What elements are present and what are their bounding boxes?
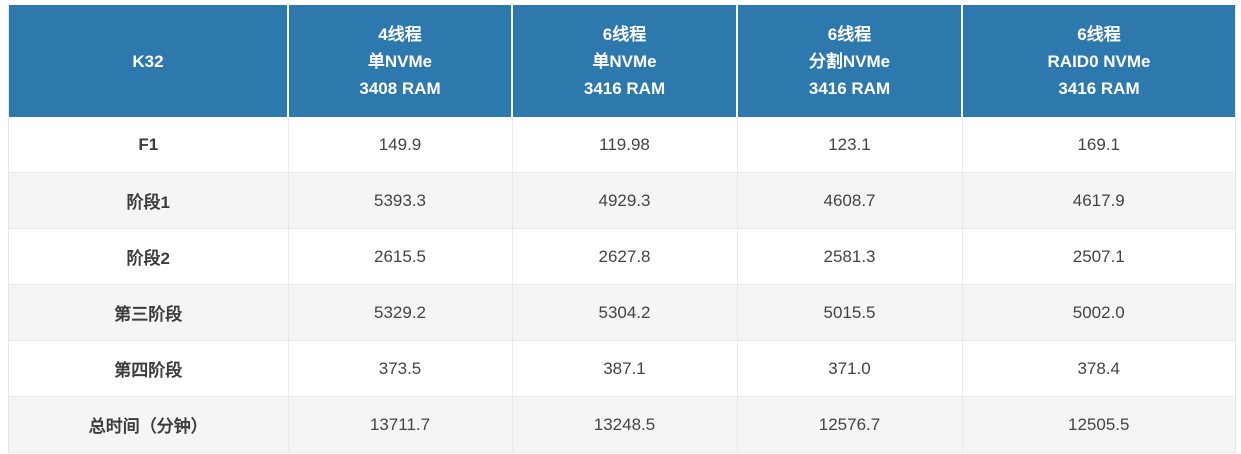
- value-cell: 123.1: [736, 117, 962, 173]
- row-label: 阶段1: [9, 172, 288, 229]
- table-header: K32 4线程 单NVMe 3408 RAM 6线程 单NVMe 3416 RA…: [9, 5, 1235, 117]
- value-cell: 5015.5: [736, 284, 962, 341]
- value-cell: 4929.3: [511, 172, 737, 229]
- value-cell: 2615.5: [287, 228, 512, 285]
- value-cell: 4617.9: [961, 172, 1235, 229]
- table-row-phase1: 阶段1 5393.3 4929.3 4608.7 4617.9: [9, 172, 1235, 229]
- value-cell: 5002.0: [961, 284, 1235, 341]
- table-row-phase2: 阶段2 2615.5 2627.8 2581.3 2507.1: [9, 228, 1235, 285]
- table-body: F1 149.9 119.98 123.1 169.1 阶段1 5393.3 4…: [9, 117, 1235, 452]
- table-row-total-time: 总时间（分钟） 13711.7 13248.5 12576.7 12505.5: [9, 396, 1235, 452]
- value-cell: 119.98: [511, 117, 737, 173]
- table-row-f1: F1 149.9 119.98 123.1 169.1: [9, 117, 1235, 173]
- value-cell: 13711.7: [287, 396, 512, 452]
- value-cell: 12505.5: [961, 396, 1235, 452]
- table-row-phase3: 第三阶段 5329.2 5304.2 5015.5 5002.0: [9, 284, 1235, 341]
- row-label: 第四阶段: [9, 340, 288, 397]
- value-cell: 373.5: [287, 340, 512, 397]
- value-cell: 13248.5: [511, 396, 737, 452]
- value-cell: 4608.7: [736, 172, 962, 229]
- value-cell: 169.1: [961, 117, 1235, 173]
- column-header-6t-single-nvme: 6线程 单NVMe 3416 RAM: [511, 5, 737, 117]
- value-cell: 5304.2: [511, 284, 737, 341]
- value-cell: 2507.1: [961, 228, 1235, 285]
- row-label: 阶段2: [9, 228, 288, 285]
- value-cell: 371.0: [736, 340, 962, 397]
- row-label: 第三阶段: [9, 284, 288, 341]
- value-cell: 149.9: [287, 117, 512, 173]
- column-header-6t-raid0-nvme: 6线程 RAID0 NVMe 3416 RAM: [961, 5, 1235, 117]
- value-cell: 378.4: [961, 340, 1235, 397]
- value-cell: 387.1: [511, 340, 737, 397]
- header-row: K32 4线程 单NVMe 3408 RAM 6线程 单NVMe 3416 RA…: [9, 5, 1235, 117]
- value-cell: 2581.3: [736, 228, 962, 285]
- value-cell: 12576.7: [736, 396, 962, 452]
- value-cell: 5393.3: [287, 172, 512, 229]
- k32-timing-table-container: K32 4线程 单NVMe 3408 RAM 6线程 单NVMe 3416 RA…: [8, 5, 1236, 453]
- row-label: 总时间（分钟）: [9, 396, 288, 452]
- table-row-phase4: 第四阶段 373.5 387.1 371.0 378.4: [9, 340, 1235, 397]
- corner-header-k32: K32: [9, 5, 288, 117]
- value-cell: 5329.2: [287, 284, 512, 341]
- column-header-6t-split-nvme: 6线程 分割NVMe 3416 RAM: [736, 5, 962, 117]
- row-label: F1: [9, 117, 288, 173]
- k32-timing-table: K32 4线程 单NVMe 3408 RAM 6线程 单NVMe 3416 RA…: [9, 5, 1235, 452]
- value-cell: 2627.8: [511, 228, 737, 285]
- column-header-4t-single-nvme: 4线程 单NVMe 3408 RAM: [287, 5, 512, 117]
